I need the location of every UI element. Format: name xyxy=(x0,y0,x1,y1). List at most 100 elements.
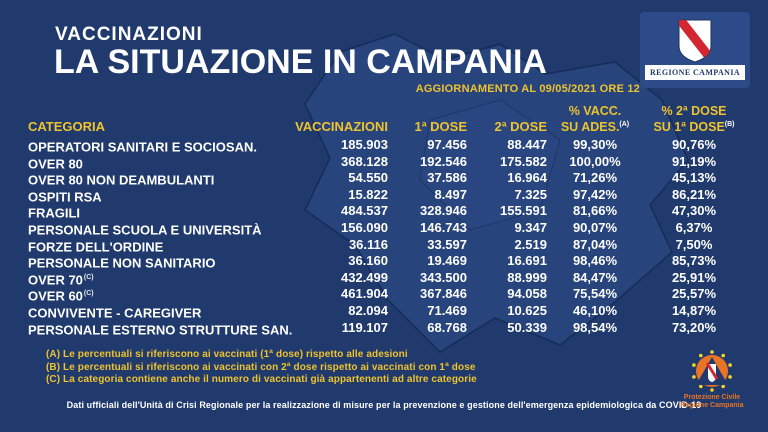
row-pct-vacc: 98,54% xyxy=(572,319,618,335)
row-vaccinazioni: 185.903 xyxy=(341,137,388,152)
row-pct-vacc: 75,54% xyxy=(572,286,618,302)
row-dose1: 33.597 xyxy=(427,236,467,252)
footnote-marker-a: (A) xyxy=(619,120,630,128)
row-pct-vacc: 98,46% xyxy=(572,253,618,269)
row-vaccinazioni: 156.090 xyxy=(341,219,388,235)
col-header-pct-dose: % 2ª DOSE SU 1ª DOSE(B) xyxy=(653,103,735,134)
footnote: (C) La categoria contiene anche il numer… xyxy=(46,374,477,386)
footnotes-block: (A) Le percentuali si riferiscono ai vac… xyxy=(46,349,477,387)
row-category: OPERATORI SANITARI E SOCIOSAN. xyxy=(28,139,257,155)
row-pct-vacc: 87,04% xyxy=(572,236,618,252)
official-data-disclaimer: Dati ufficiali dell'Unità di Crisi Regio… xyxy=(66,400,702,410)
row-dose2: 16.691 xyxy=(507,253,547,269)
row-dose1: 19.469 xyxy=(427,253,467,269)
table-row: FORZE DELL'ORDINE 36.116 33.597 2.519 87… xyxy=(28,237,748,254)
row-dose2: 88.447 xyxy=(507,137,547,152)
row-category: OVER 80 NON DEAMBULANTI xyxy=(28,172,215,188)
row-pct-dose: 25,57% xyxy=(671,286,717,302)
regione-campania-label: REGIONE CAMPANIA xyxy=(645,65,745,80)
row-dose1: 71.469 xyxy=(427,302,467,318)
table-row: OSPITI RSA 15.822 8.497 7.325 97,42% 86,… xyxy=(28,187,748,204)
row-vaccinazioni: 484.537 xyxy=(341,203,388,219)
row-pct-dose: 86,21% xyxy=(671,186,717,202)
table-row: OVER 80 368.128 192.546 175.582 100,00% … xyxy=(28,154,748,171)
row-pct-dose: 47,30% xyxy=(671,203,717,219)
row-category: OVER 60(C) xyxy=(28,288,94,304)
table-row: OVER 80 NON DEAMBULANTI 54.550 37.586 16… xyxy=(28,170,748,187)
row-vaccinazioni: 461.904 xyxy=(341,286,388,302)
vaccination-table: CATEGORIA VACCINAZIONI 1ª DOSE 2ª DOSE %… xyxy=(28,100,748,337)
row-vaccinazioni: 36.116 xyxy=(348,236,388,252)
row-vaccinazioni: 15.822 xyxy=(348,186,388,202)
footnote: (A) Le percentuali si riferiscono ai vac… xyxy=(46,349,408,360)
kicker-title: VACCINAZIONI xyxy=(55,24,203,45)
row-dose2: 175.582 xyxy=(500,153,547,169)
row-dose1: 328.946 xyxy=(420,203,467,219)
row-dose1: 146.743 xyxy=(420,219,467,235)
row-dose1: 68.768 xyxy=(427,319,467,335)
table-row: PERSONALE NON SANITARIO 36.160 19.469 16… xyxy=(28,253,748,270)
footnote-marker-b: (B) xyxy=(724,120,735,128)
row-pct-dose: 91,19% xyxy=(671,153,717,169)
table-body: OPERATORI SANITARI E SOCIOSAN. 185.903 9… xyxy=(28,137,748,337)
protezione-civile-icon xyxy=(692,350,732,392)
table-row: FRAGILI 484.537 328.946 155.591 81,66% 4… xyxy=(28,203,748,220)
row-pct-dose: 7,50% xyxy=(675,236,713,252)
update-timestamp: AGGIORNAMENTO AL 09/05/2021 ORE 12 xyxy=(415,83,640,95)
row-pct-vacc: 81,66% xyxy=(572,203,618,219)
row-dose1: 8.497 xyxy=(434,186,467,202)
footnote-marker-c: (C) xyxy=(83,273,94,281)
row-vaccinazioni: 36.160 xyxy=(348,253,388,269)
row-pct-vacc: 100,00% xyxy=(569,153,621,169)
row-vaccinazioni: 54.550 xyxy=(348,170,388,186)
col-header-dose1: 1ª DOSE xyxy=(414,119,468,134)
row-category: OVER 70(C) xyxy=(28,272,94,288)
row-pct-vacc: 99,30% xyxy=(572,137,618,152)
row-dose2: 155.591 xyxy=(500,203,547,219)
row-category: CONVIVENTE - CAREGIVER xyxy=(28,305,202,321)
table-row: PERSONALE SCUOLA E UNIVERSITÀ 156.090 14… xyxy=(28,220,748,237)
row-pct-dose: 73,20% xyxy=(671,319,717,335)
footnote: (B) Le percentuali si riferiscono ai vac… xyxy=(46,361,476,373)
row-dose1: 367.846 xyxy=(420,286,467,302)
row-pct-dose: 6,37% xyxy=(675,219,713,235)
row-pct-dose: 90,76% xyxy=(671,137,717,152)
row-dose2: 9.347 xyxy=(514,219,547,235)
row-pct-dose: 85,73% xyxy=(671,253,717,269)
row-vaccinazioni: 432.499 xyxy=(341,269,388,285)
row-category: PERSONALE ESTERNO STRUTTURE SAN. xyxy=(28,321,293,337)
row-dose1: 37.586 xyxy=(427,170,467,186)
table-row: PERSONALE ESTERNO STRUTTURE SAN. 119.107… xyxy=(28,320,748,337)
row-category: FRAGILI xyxy=(28,205,80,221)
row-pct-dose: 14,87% xyxy=(671,302,717,318)
col-header-pct-vacc: % VACC. SU ADES.(A) xyxy=(560,103,630,134)
page-title: LA SITUAZIONE IN CAMPANIA xyxy=(54,43,547,81)
row-pct-dose: 45,13% xyxy=(671,170,717,186)
row-dose1: 343.500 xyxy=(420,269,467,285)
col-header-categoria: CATEGORIA xyxy=(28,119,106,134)
row-pct-vacc: 46,10% xyxy=(572,302,618,318)
row-pct-vacc: 90,07% xyxy=(572,219,618,235)
row-pct-vacc: 84,47% xyxy=(572,269,618,285)
row-category: PERSONALE NON SANITARIO xyxy=(28,255,216,271)
row-dose2: 94.058 xyxy=(507,286,547,302)
col-header-vaccinazioni: VACCINAZIONI xyxy=(295,119,388,134)
row-dose2: 7.325 xyxy=(514,186,547,202)
row-dose2: 88.999 xyxy=(507,269,547,285)
regione-campania-logo: REGIONE CAMPANIA xyxy=(640,12,750,88)
row-vaccinazioni: 119.107 xyxy=(341,319,388,335)
row-vaccinazioni: 82.094 xyxy=(348,302,388,318)
col-header-dose2: 2ª DOSE xyxy=(494,119,548,134)
table-row: CONVIVENTE - CAREGIVER 82.094 71.469 10.… xyxy=(28,303,748,320)
row-pct-vacc: 71,26% xyxy=(572,170,618,186)
row-category: OVER 80 xyxy=(28,155,83,171)
table-row: OVER 60(C) 461.904 367.846 94.058 75,54%… xyxy=(28,286,748,303)
row-dose1: 97.456 xyxy=(427,137,467,152)
row-dose1: 192.546 xyxy=(420,153,467,169)
footnote-marker-c: (C) xyxy=(83,290,94,298)
protezione-civile-label: Protezione Civile Regione Campania xyxy=(680,394,744,409)
row-dose2: 16.964 xyxy=(507,170,547,186)
row-pct-dose: 25,91% xyxy=(671,269,717,285)
row-pct-vacc: 97,42% xyxy=(572,186,618,202)
